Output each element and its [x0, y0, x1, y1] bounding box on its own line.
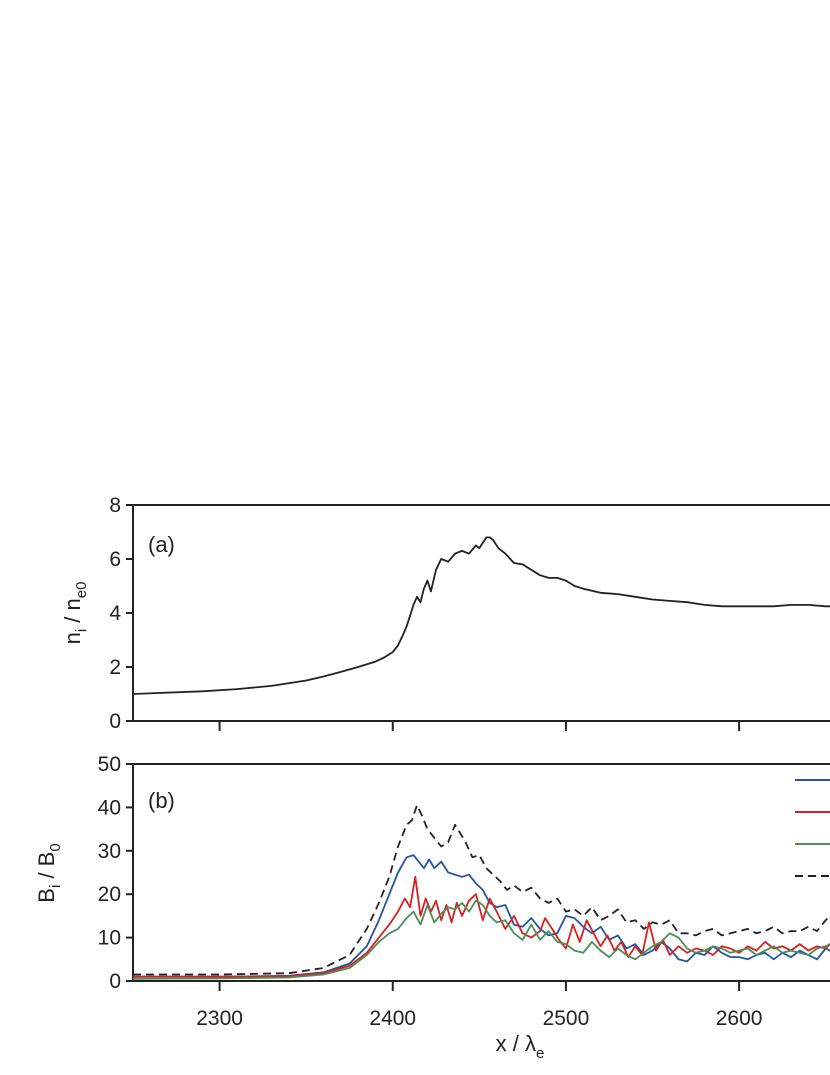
y-tick-label: 20	[98, 883, 121, 906]
panel-a: 0 2 4 6 8 (a) ni / ne0	[60, 494, 830, 733]
panel-b-xlabel: x / λe	[496, 1031, 545, 1062]
x-tick-label: 2600	[716, 1007, 763, 1030]
series-line-1	[132, 536, 830, 695]
y-tick-label: 6	[109, 548, 121, 571]
y-tick-label: 4	[109, 602, 121, 625]
x-tick-label: 2400	[369, 1007, 416, 1030]
x-tick-label: 2300	[196, 1007, 243, 1030]
panel-b-label: (b)	[148, 788, 175, 813]
series-line-2	[133, 875, 830, 978]
y-tick-label: 10	[98, 927, 121, 950]
panel-b-plot-area	[132, 804, 830, 980]
series-line-4	[133, 804, 830, 976]
y-tick-label: 40	[98, 796, 121, 819]
panel-b-frame	[132, 763, 830, 982]
series-line-3	[132, 899, 830, 980]
panel-a-ticks: 0 2 4 6 8	[109, 494, 741, 733]
y-tick-label: 30	[98, 840, 121, 863]
y-tick-label: 8	[109, 494, 121, 517]
panel-a-plot-area	[132, 536, 830, 695]
x-tick-label: 2500	[543, 1007, 590, 1030]
panel-b-legend	[795, 779, 830, 877]
panel-a-label: (a)	[148, 532, 175, 557]
y-tick-label: 0	[109, 970, 121, 993]
series-line-1	[133, 854, 830, 978]
panel-a-ylabel: ni / ne0	[60, 582, 90, 645]
y-tick-label: 50	[98, 753, 121, 776]
panel-b-ticks: 0 10 20 30 40 50 2300 2400 2500 2600	[98, 753, 763, 1030]
y-tick-label: 2	[109, 656, 121, 679]
y-tick-label: 0	[109, 710, 121, 733]
panel-b-ylabel: Bi / B0	[34, 843, 64, 902]
